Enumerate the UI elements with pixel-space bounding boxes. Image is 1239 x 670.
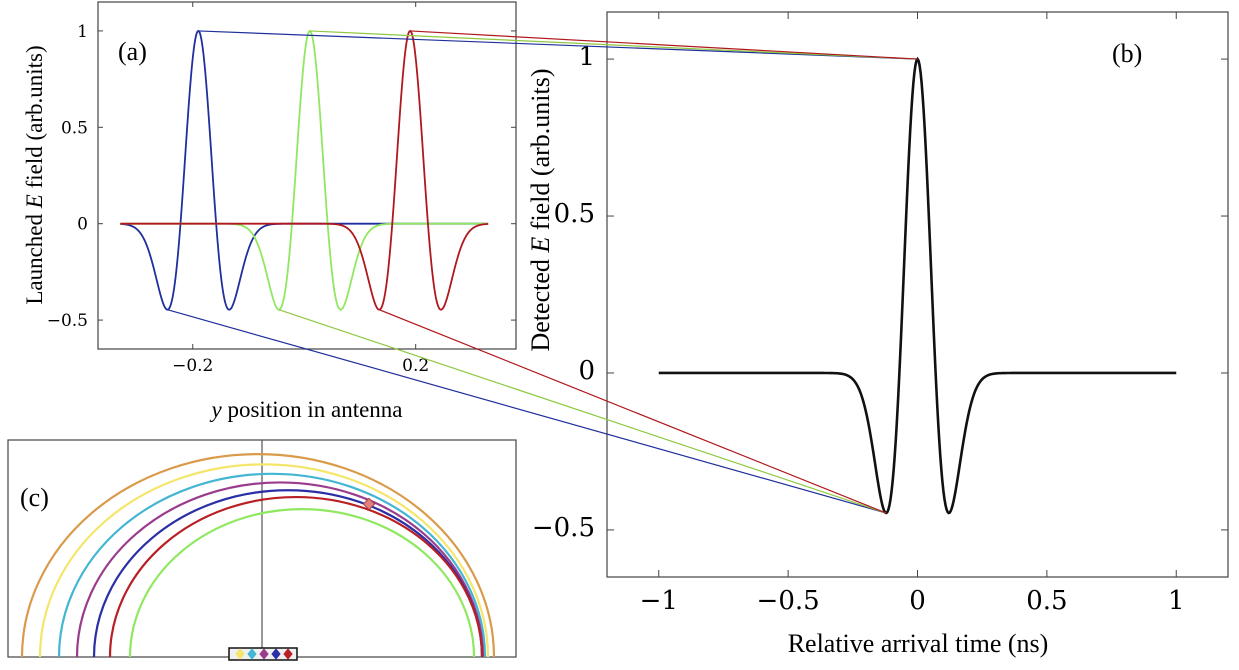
panel-a-label: (a) xyxy=(118,37,147,66)
series-blue-line xyxy=(120,29,489,311)
panel-b-ytick-label: 0.5 xyxy=(554,199,595,229)
panel-a-ytick-label: −0.5 xyxy=(47,311,88,331)
panel-a-xtick-label: 0.2 xyxy=(402,356,429,376)
panel-b-frame xyxy=(606,11,1229,578)
panel-b-ytick-label: −0.5 xyxy=(532,513,595,543)
panel-a-ytick-label: 0 xyxy=(77,215,88,235)
connector-peak-green xyxy=(309,30,918,60)
wavefront-arc xyxy=(92,489,484,658)
wavefront-arc xyxy=(57,472,487,658)
panel-a-ytick-label: 0.5 xyxy=(61,118,88,138)
series-green-line xyxy=(120,30,489,311)
source-marker xyxy=(283,648,293,660)
panel-b-xlabel: Relative arrival time (ns) xyxy=(788,629,1049,658)
panel-a-xlabel: y position in antenna xyxy=(210,397,403,422)
panel-a-ytick-label: 1 xyxy=(77,22,88,42)
connector-peak-blue xyxy=(198,30,918,60)
connector-peak-red xyxy=(410,30,918,60)
receiver-marker xyxy=(362,497,376,511)
source-marker xyxy=(259,648,269,660)
panel-b-chart: −1 −0.5 0 0.5 1 −0.5 0 0.5 1 (b) Relative arriva… xyxy=(526,11,1229,658)
wavefront-arc xyxy=(75,481,485,658)
source-marker xyxy=(247,648,257,660)
panel-b-xtick-label: 1 xyxy=(1168,586,1185,616)
panel-b-ytick-label: 0 xyxy=(578,356,595,386)
panel-a-ylabel: Launched E field (arb.units) xyxy=(22,45,47,304)
connector-trough-red xyxy=(378,309,887,514)
series-red-line xyxy=(120,29,489,311)
panel-b-ylabel: Detected E field (arb.units) xyxy=(526,68,555,351)
connector-trough-green xyxy=(278,309,887,514)
series-detected-line xyxy=(658,56,1177,515)
connector-trough-blue xyxy=(167,309,887,514)
wavefront-arc xyxy=(20,452,496,658)
source-marker xyxy=(235,648,245,660)
wavefront-arc xyxy=(128,507,476,658)
wavefront-arc xyxy=(38,463,490,658)
panel-b-xtick-label: 0.5 xyxy=(1026,586,1067,616)
source-marker xyxy=(271,648,281,660)
panel-b-label: (b) xyxy=(1112,39,1142,68)
wavefront-arc xyxy=(108,495,484,658)
panel-b-xtick-label: 0 xyxy=(909,586,926,616)
panel-c-diagram: (c) xyxy=(7,439,517,661)
panel-a-chart: −0.2 0.2 −0.5 0 0.5 1 (a) y position in anten… xyxy=(22,1,517,422)
panel-b-ytick-label: 1 xyxy=(578,42,595,72)
panel-b-xtick-label: −1 xyxy=(640,586,678,616)
panel-c-label: (c) xyxy=(20,483,49,512)
panel-b-xtick-label: −0.5 xyxy=(757,586,820,616)
panel-a-xtick-label: −0.2 xyxy=(172,356,213,376)
